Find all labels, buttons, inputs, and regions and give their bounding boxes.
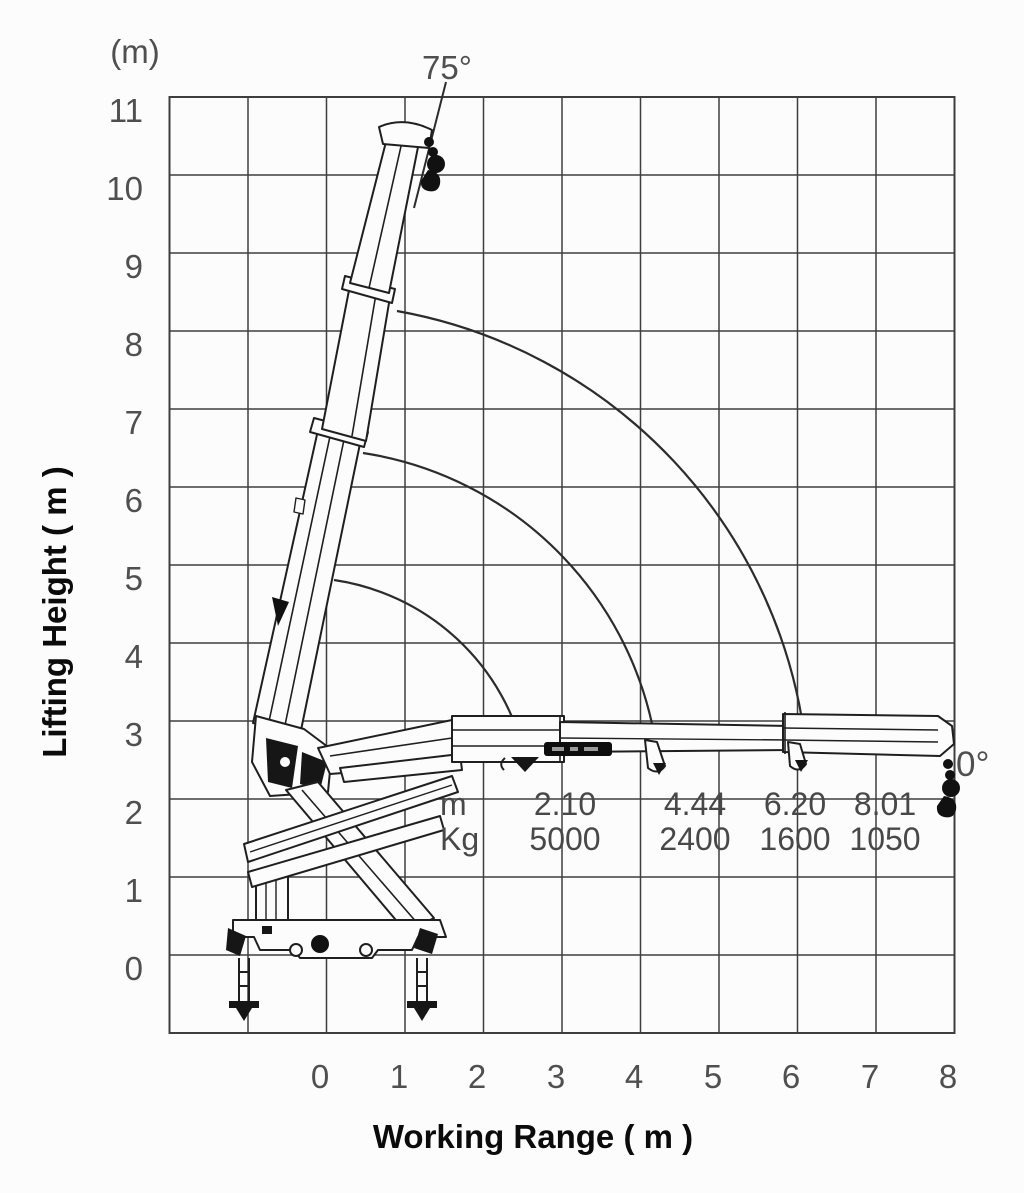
- y-tick-5: 5: [124, 560, 143, 597]
- outrigger-bracket-left: [226, 928, 246, 956]
- middle-swing-arc: [362, 451, 660, 761]
- outer-swing-arc: [396, 309, 808, 749]
- x-axis-title: Working Range ( m ): [372, 1118, 694, 1155]
- radius-marker-triangle: [511, 757, 539, 772]
- max-angle-label: 75°: [422, 49, 472, 86]
- y-tick-3: 3: [124, 716, 143, 753]
- x-tick-2: 2: [467, 1058, 487, 1095]
- capacity-value: 1050: [849, 821, 921, 857]
- outriggers: [226, 928, 438, 1021]
- y-tick-9: 9: [124, 248, 143, 285]
- horizontal-boom-0deg: [317, 712, 955, 783]
- y-tick-2: 2: [124, 794, 143, 831]
- boom-section-1: [252, 420, 363, 736]
- x-tick-0: 0: [310, 1058, 330, 1095]
- capacity-value: 5000: [529, 821, 601, 857]
- y-tick-11: 11: [108, 92, 143, 129]
- boom-head: [378, 121, 433, 149]
- hook-curl-75: [420, 170, 441, 192]
- y-tick-7: 7: [124, 404, 143, 441]
- capacity-value: 1600: [759, 821, 831, 857]
- boom-detail: [293, 497, 306, 515]
- y-axis-unit-label: (m): [110, 33, 160, 70]
- radius-value: 8.01: [853, 786, 917, 822]
- hook-ball-75: [427, 155, 445, 173]
- knuckle-joint: [251, 715, 333, 797]
- x-tick-7: 7: [860, 1058, 880, 1095]
- y-tick-6: 6: [124, 482, 143, 519]
- hook-curl-0: [936, 796, 957, 818]
- slew-bolt: [311, 935, 329, 953]
- min-angle-label: 0°: [956, 745, 990, 784]
- outrigger-bracket-right: [414, 928, 438, 954]
- radius-value: 4.44: [663, 786, 727, 822]
- radius-value: 6.20: [763, 786, 827, 822]
- load-table-row-label-kg: Kg: [440, 821, 480, 857]
- crane-base-structure: [232, 775, 459, 959]
- capacity-value: 2400: [659, 821, 731, 857]
- hook-75deg: [420, 137, 445, 192]
- boom-box-head: [782, 713, 955, 757]
- x-tick-4: 4: [624, 1058, 644, 1095]
- x-tick-6: 6: [781, 1058, 801, 1095]
- radius-value: 2.10: [533, 786, 597, 822]
- y-tick-1: 1: [124, 872, 143, 909]
- x-tick-8: 8: [938, 1058, 958, 1095]
- base-plate: [232, 919, 447, 959]
- boom-extend-arrow: [272, 597, 289, 626]
- y-axis-title: Lifting Height ( m ): [36, 466, 73, 758]
- x-tick-5: 5: [703, 1058, 723, 1095]
- boom-section-3: [349, 129, 421, 294]
- hook-ball-0: [942, 779, 960, 797]
- y-tick-4: 4: [124, 638, 143, 675]
- boom-cylinder: [339, 753, 463, 783]
- y-tick-10: 10: [106, 170, 143, 207]
- y-tick-8: 8: [124, 326, 143, 363]
- y-tick-0: 0: [124, 950, 143, 987]
- outrigger-foot-right: [407, 1001, 437, 1008]
- lift-cylinder: [247, 815, 445, 888]
- boom-section-2: [321, 279, 392, 442]
- hook-0deg: [936, 759, 960, 818]
- x-tick-1: 1: [389, 1058, 409, 1095]
- outrigger-foot-left: [229, 1001, 259, 1008]
- load-table-row-label-m: m: [440, 786, 467, 822]
- x-tick-3: 3: [546, 1058, 566, 1095]
